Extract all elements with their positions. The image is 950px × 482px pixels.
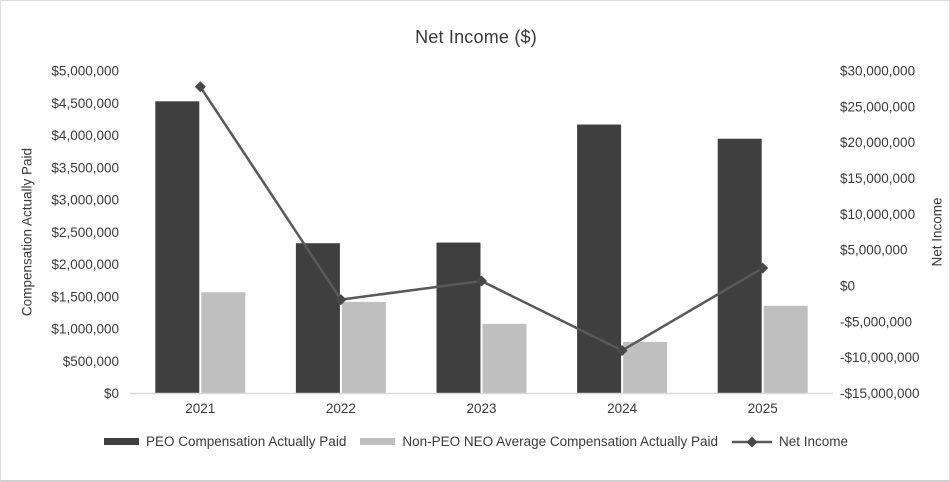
legend-item-non-peo-compensation: Non-PEO NEO Average Compensation Actuall… (360, 434, 718, 449)
non-peo-compensation-bar (763, 305, 808, 394)
net-income-diamond-marker-icon (194, 81, 206, 93)
peo-compensation-bar (295, 243, 340, 394)
legend-label-peo-compensation: PEO Compensation Actually Paid (145, 434, 347, 449)
right-axis-tick-label: $10,000,000 (840, 207, 915, 222)
peo-compensation-bar (717, 138, 762, 394)
net-income-diamond-marker-icon (616, 345, 628, 356)
left-axis-tick-label: $3,500,000 (51, 160, 119, 175)
x-axis-category-label: 2021 (185, 401, 215, 416)
left-axis-tick-label: $3,000,000 (51, 193, 119, 208)
net-income-diamond-marker-icon (757, 262, 769, 274)
left-axis-tick-label: $500,000 (63, 354, 119, 369)
right-axis-tick-label: $25,000,000 (840, 99, 915, 114)
non-peo-compensation-bar (201, 292, 246, 394)
left-axis-tick-label: $4,500,000 (51, 96, 119, 111)
peo-compensation-bar (577, 124, 622, 394)
non-peo-bar-swatch-icon (360, 438, 396, 445)
right-axis-tick-label: -$15,000,000 (840, 386, 920, 401)
net-income-line-swatch-icon (732, 436, 772, 447)
right-axis-tick-label: $20,000,000 (840, 135, 915, 150)
legend: PEO Compensation Actually Paid Non-PEO N… (1, 434, 949, 449)
right-axis-tick-label: $30,000,000 (840, 64, 915, 79)
left-axis-tick-label: $4,000,000 (51, 128, 119, 143)
non-peo-compensation-bar (482, 323, 527, 394)
legend-item-net-income: Net Income (732, 434, 848, 449)
x-axis-category-label: 2022 (326, 401, 356, 416)
peo-compensation-bar (155, 101, 200, 394)
non-peo-compensation-bar (341, 301, 386, 394)
peo-compensation-bar (436, 242, 481, 394)
left-axis-tick-label: $1,500,000 (51, 289, 119, 304)
non-peo-compensation-bar (623, 341, 668, 394)
left-axis-tick-label: $5,000,000 (51, 64, 119, 79)
right-axis-tick-label: $0 (840, 279, 855, 294)
right-axis-tick-label: -$5,000,000 (840, 314, 912, 329)
legend-label-non-peo-compensation: Non-PEO NEO Average Compensation Actuall… (402, 434, 718, 449)
net-income-diamond-marker-icon (335, 294, 347, 306)
left-axis-tick-label: $2,500,000 (51, 225, 119, 240)
x-axis-category-label: 2023 (466, 401, 496, 416)
net-income-line (199, 86, 764, 352)
peo-bar-swatch-icon (103, 438, 139, 445)
x-axis-category-label: 2024 (607, 401, 638, 416)
legend-diamond-icon (746, 436, 758, 447)
legend-item-peo-compensation: PEO Compensation Actually Paid (103, 434, 347, 449)
net-income-diamond-marker-icon (476, 275, 487, 287)
right-axis-tick-label: $15,000,000 (840, 171, 915, 186)
left-axis-tick-label: $0 (104, 386, 119, 401)
left-axis-tick-label: $2,000,000 (51, 257, 119, 272)
x-axis-category-label: 2025 (748, 401, 778, 416)
right-axis-tick-label: -$10,000,000 (840, 350, 920, 365)
left-axis-tick-label: $1,000,000 (51, 322, 119, 337)
legend-label-net-income: Net Income (779, 434, 849, 449)
chart-title: Net Income ($) (415, 27, 537, 47)
right-axis-tick-label: $5,000,000 (840, 243, 908, 258)
